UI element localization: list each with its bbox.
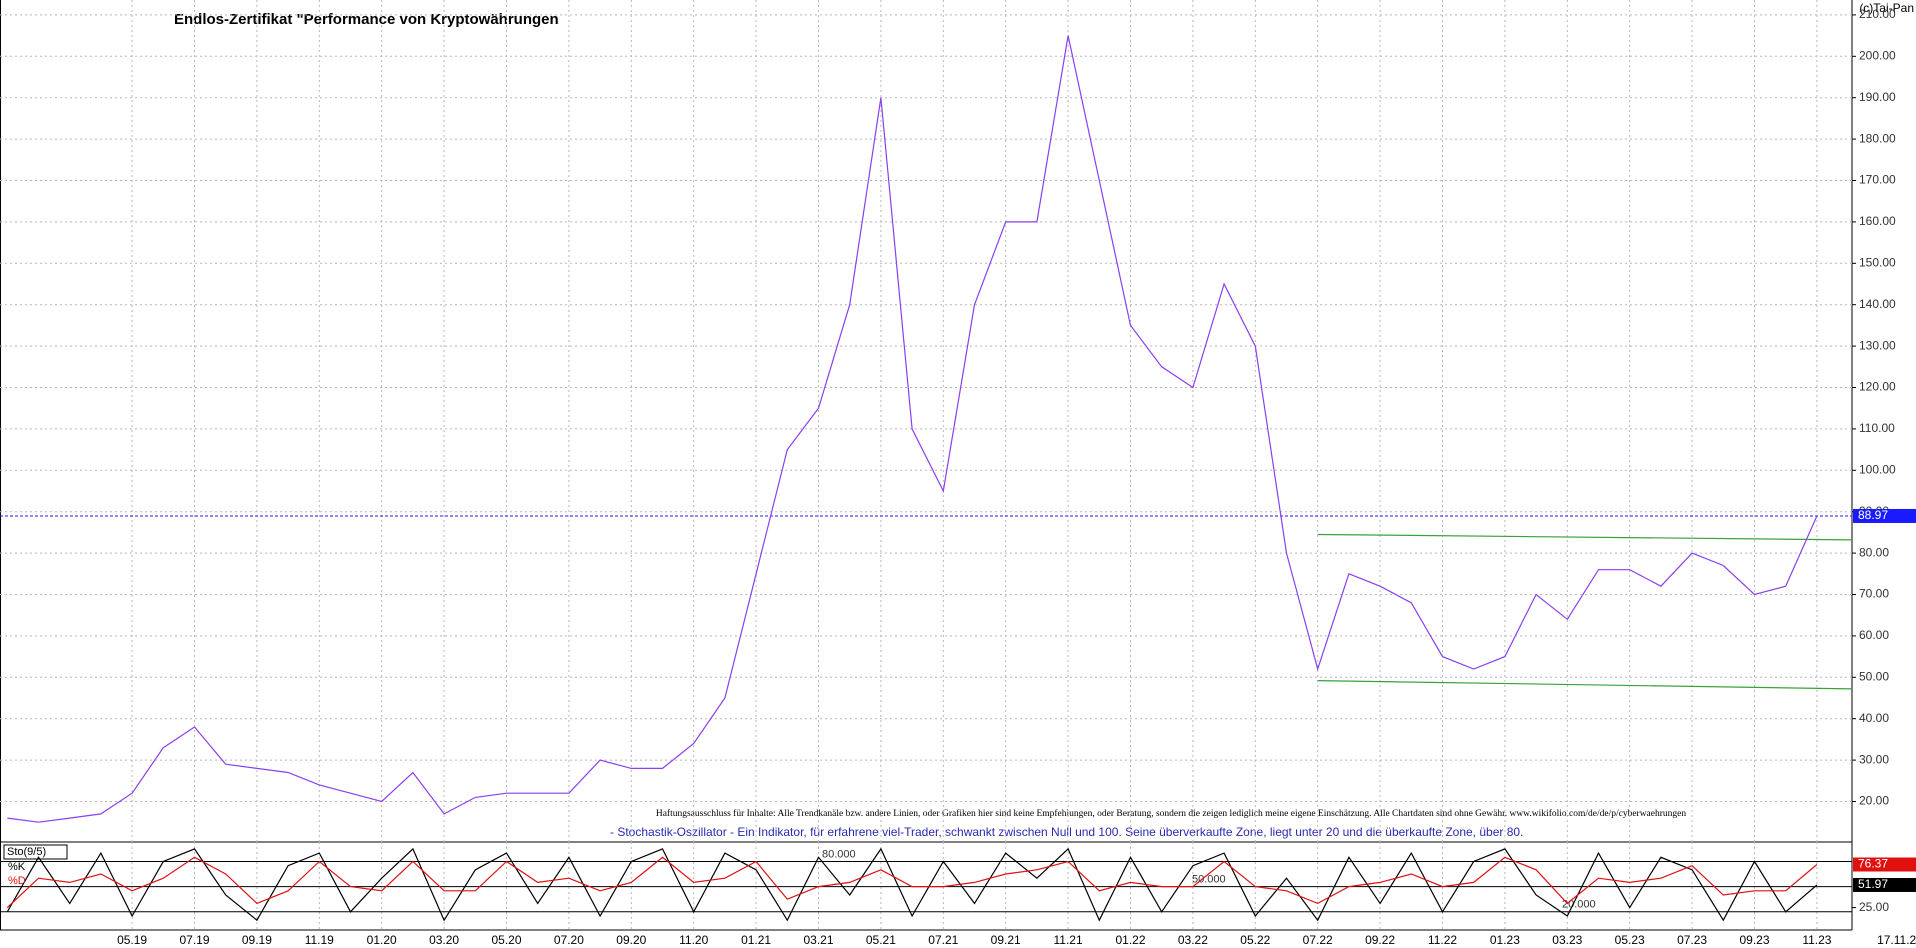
y-tick-label: 210.00 xyxy=(1859,7,1896,21)
last-value-label: 51.97 xyxy=(1858,877,1888,891)
x-tick-label: 11.19 xyxy=(305,933,334,947)
y-tick-label: 140.00 xyxy=(1859,297,1896,311)
x-tick-label: 09.23 xyxy=(1739,933,1769,947)
x-tick-label: 07.21 xyxy=(928,933,958,947)
series-line xyxy=(6,856,1818,909)
x-tick-label: 01.21 xyxy=(741,933,771,947)
indicator-title: Sto(9/5) xyxy=(7,846,46,858)
y-tick-label: 60.00 xyxy=(1859,628,1889,642)
series-line xyxy=(7,35,1818,823)
level-label: 20.000 xyxy=(1562,899,1596,911)
x-tick-label: 09.19 xyxy=(242,933,272,947)
x-tick-label: 07.20 xyxy=(554,933,584,947)
y-tick-label: 110.00 xyxy=(1859,421,1895,435)
y-tick-label: 180.00 xyxy=(1859,131,1896,145)
x-tick-label: 11.23 xyxy=(1802,933,1831,947)
y-tick-label: 100.00 xyxy=(1859,462,1896,476)
credit: (c)Tai-Pan xyxy=(1859,1,1914,15)
chart-title: Endlos-Zertifikat "Performance von Krypt… xyxy=(174,11,559,28)
last-date: 17.11.23 xyxy=(1877,933,1916,947)
x-tick-label: 03.21 xyxy=(803,933,833,947)
trend-line xyxy=(1317,680,1853,690)
x-tick-label: 09.22 xyxy=(1365,933,1395,947)
trend-line xyxy=(1317,533,1853,541)
y-tick-label: 150.00 xyxy=(1859,255,1896,269)
x-tick-label: 05.19 xyxy=(117,933,147,947)
x-tick-label: 07.23 xyxy=(1677,933,1707,947)
level-label: 50.000 xyxy=(1192,874,1226,886)
x-tick-label: 01.20 xyxy=(367,933,397,947)
x-tick-label: 05.23 xyxy=(1615,933,1645,947)
x-tick-label: 11.20 xyxy=(679,933,708,947)
series-line xyxy=(6,847,1818,922)
y-tick-label: 130.00 xyxy=(1859,338,1896,352)
y-tick-label: 190.00 xyxy=(1859,90,1896,104)
indicator-box xyxy=(3,844,68,860)
last-value-box xyxy=(1853,508,1916,523)
y-tick-label: 170.00 xyxy=(1859,173,1896,187)
x-tick-label: 01.23 xyxy=(1490,933,1520,947)
x-tick-label: 03.22 xyxy=(1178,933,1208,947)
y-tick-label: 20.00 xyxy=(1859,794,1889,808)
last-value-label: 88.97 xyxy=(1858,508,1888,522)
y-tick-label: 160.00 xyxy=(1859,214,1896,228)
legend-label: %D xyxy=(8,875,26,887)
y-tick-label: 120.00 xyxy=(1859,380,1896,394)
x-tick-label: 05.22 xyxy=(1240,933,1270,947)
y-tick-label: 50.00 xyxy=(1859,669,1889,683)
y-tick-label: 25.00 xyxy=(1859,900,1889,914)
x-tick-label: 03.23 xyxy=(1552,933,1582,947)
y-tick-label: 70.00 xyxy=(1859,587,1889,601)
y-tick-label: 30.00 xyxy=(1859,752,1889,766)
x-tick-label: 01.22 xyxy=(1115,933,1145,947)
y-tick-label: 200.00 xyxy=(1859,48,1896,62)
x-tick-label: 05.21 xyxy=(866,933,896,947)
y-tick-label: 80.00 xyxy=(1859,545,1889,559)
x-tick-label: 11.21 xyxy=(1054,933,1083,947)
legend-label: %K xyxy=(8,861,26,873)
x-tick-label: 03.20 xyxy=(429,933,459,947)
indicator-description: - Stochastik-Oszillator - Ein Indikator,… xyxy=(610,825,1523,839)
last-value-label: 76.37 xyxy=(1858,857,1888,871)
x-tick-label: 09.20 xyxy=(616,933,646,947)
x-tick-label: 11.22 xyxy=(1428,933,1457,947)
level-label: 80.000 xyxy=(822,848,856,860)
x-tick-label: 05.20 xyxy=(491,933,521,947)
disclaimer: Haftungsausschluss für Inhalte: Alle Tre… xyxy=(656,808,1687,819)
last-value-box xyxy=(1853,877,1916,892)
x-tick-label: 07.19 xyxy=(179,933,209,947)
y-tick-label: 40.00 xyxy=(1859,711,1889,725)
x-tick-label: 07.22 xyxy=(1303,933,1333,947)
last-value-box xyxy=(1853,857,1916,872)
x-tick-label: 09.21 xyxy=(991,933,1021,947)
